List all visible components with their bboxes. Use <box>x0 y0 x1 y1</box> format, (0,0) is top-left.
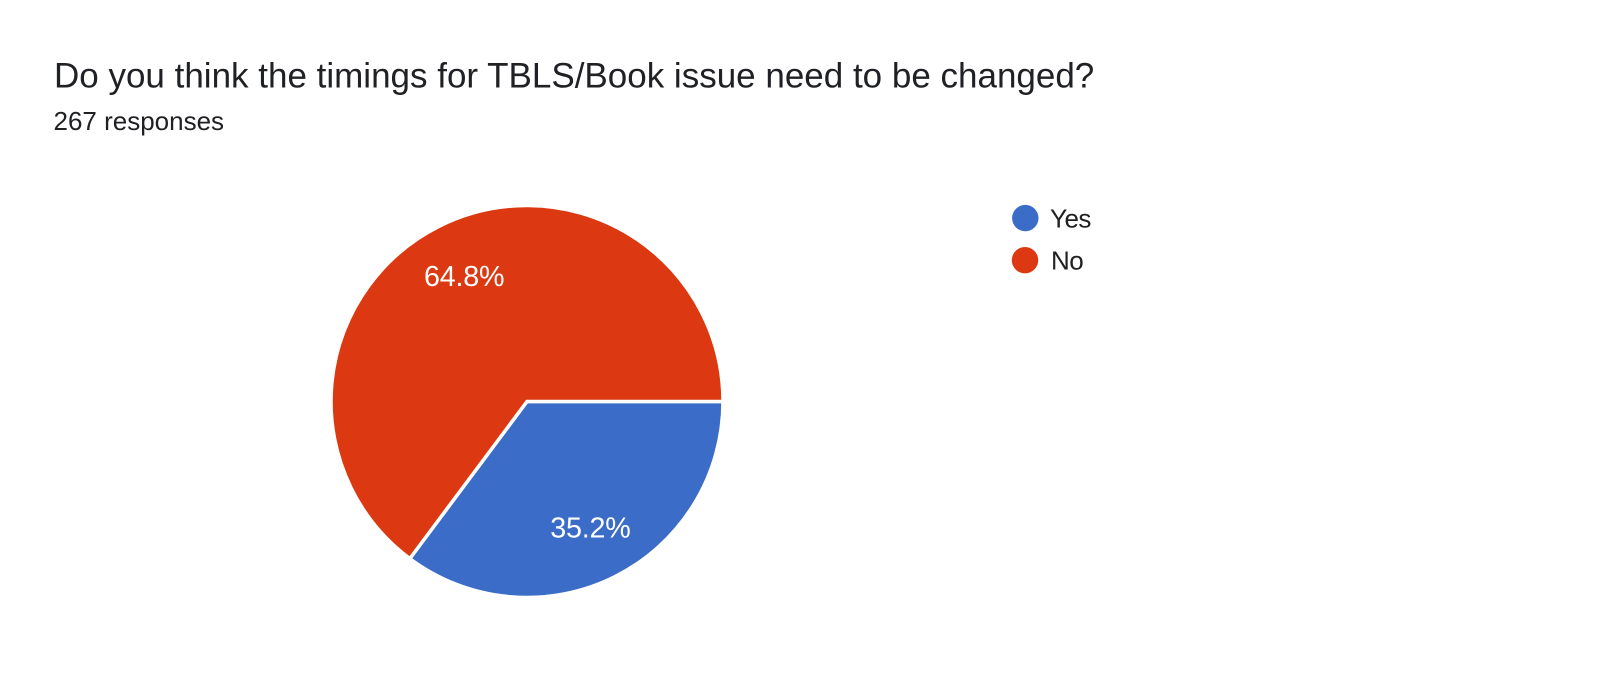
svg-text:64.8%: 64.8% <box>424 261 504 293</box>
svg-text:No: No <box>1051 245 1083 275</box>
svg-text:267 responses: 267 responses <box>54 106 225 136</box>
svg-text:Do you think the timings for T: Do you think the timings for TBLS/Book i… <box>54 57 1094 96</box>
svg-text:Yes: Yes <box>1050 204 1091 234</box>
svg-text:35.2%: 35.2% <box>550 512 630 544</box>
